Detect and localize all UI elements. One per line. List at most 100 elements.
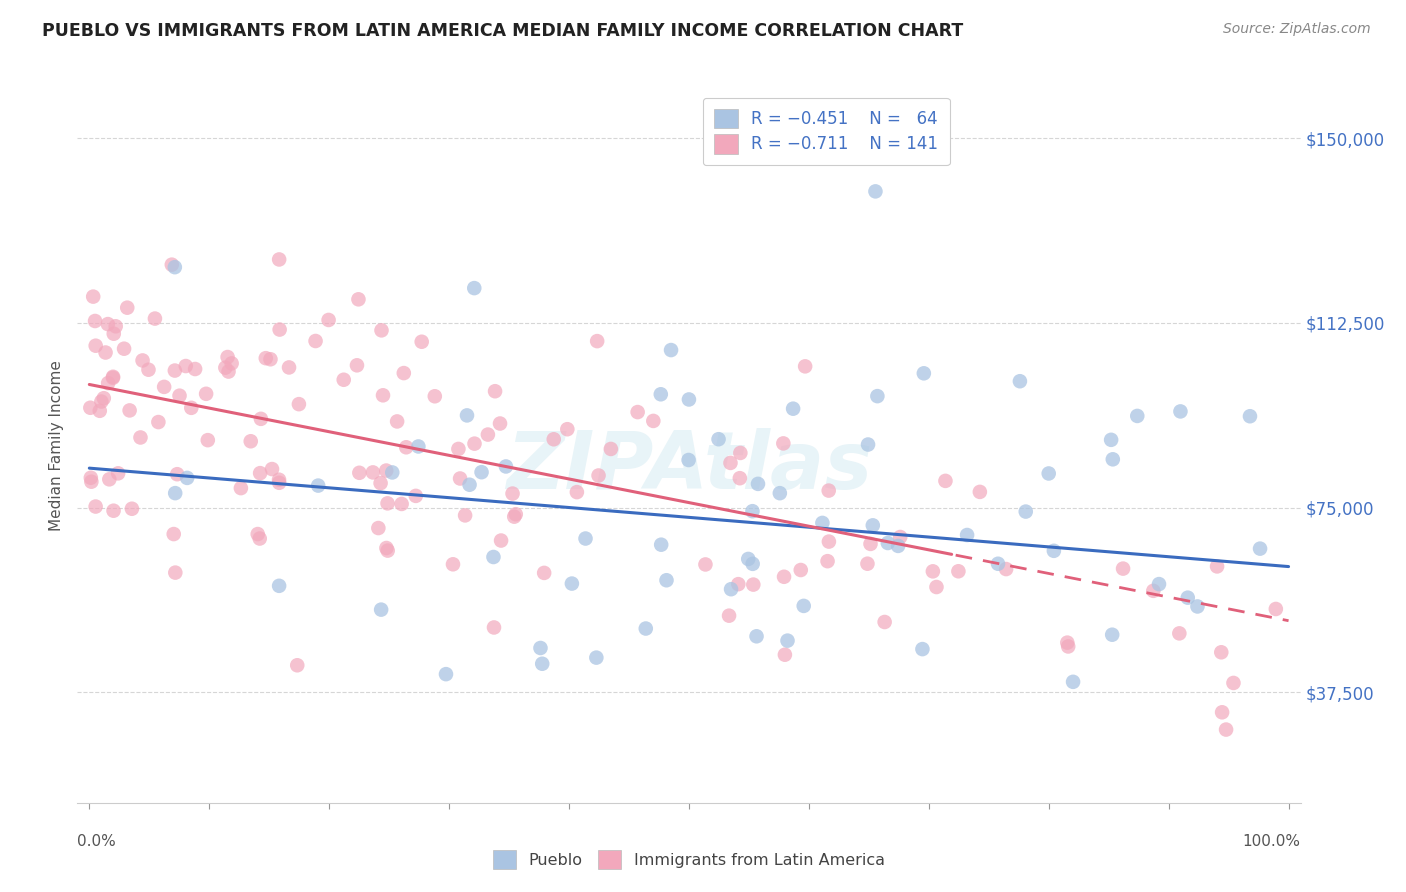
Point [817, 554, 839, 568]
Point [346, 359, 368, 373]
Point [531, 657, 554, 671]
Point [627, 405, 650, 419]
Point [859, 537, 882, 551]
Point [434, 667, 457, 681]
Point [278, 360, 301, 375]
Point [163, 527, 186, 541]
Point [377, 543, 399, 558]
Point [565, 485, 588, 500]
Point [557, 422, 579, 436]
Point [259, 352, 281, 367]
Point [391, 497, 413, 511]
Point [728, 471, 751, 485]
Point [1215, 723, 1237, 737]
Point [1170, 404, 1192, 418]
Point [458, 477, 481, 491]
Point [165, 486, 187, 500]
Point [987, 557, 1010, 571]
Point [269, 475, 291, 490]
Point [361, 466, 384, 480]
Point [454, 508, 477, 523]
Point [650, 538, 672, 552]
Point [370, 476, 392, 491]
Point [370, 602, 392, 616]
Point [1043, 544, 1066, 558]
Point [93, 391, 115, 405]
Point [533, 566, 555, 580]
Point [643, 414, 665, 428]
Point [98, 472, 121, 486]
Point [856, 557, 879, 571]
Point [921, 565, 943, 579]
Point [180, 401, 202, 415]
Point [505, 507, 527, 521]
Point [332, 373, 354, 387]
Point [482, 549, 505, 564]
Point [165, 566, 187, 580]
Point [741, 557, 763, 571]
Point [349, 466, 371, 480]
Point [574, 532, 596, 546]
Point [347, 293, 370, 307]
Point [214, 360, 236, 375]
Point [502, 486, 524, 500]
Point [447, 442, 470, 456]
Point [370, 323, 392, 337]
Point [1142, 583, 1164, 598]
Point [727, 577, 749, 591]
Point [260, 462, 283, 476]
Point [1099, 433, 1122, 447]
Point [1112, 561, 1135, 575]
Point [250, 412, 273, 426]
Point [866, 389, 889, 403]
Point [912, 367, 935, 381]
Point [221, 356, 243, 370]
Point [143, 311, 166, 326]
Point [97, 376, 120, 390]
Point [184, 362, 207, 376]
Point [790, 563, 813, 577]
Point [103, 504, 125, 518]
Point [375, 541, 398, 555]
Point [876, 536, 898, 550]
Text: 100.0%: 100.0% [1243, 834, 1301, 849]
Point [121, 501, 143, 516]
Point [163, 260, 186, 275]
Point [782, 401, 804, 416]
Legend: Pueblo, Immigrants from Latin America: Pueblo, Immigrants from Latin America [485, 842, 893, 877]
Point [307, 478, 329, 492]
Point [371, 388, 394, 402]
Point [138, 362, 160, 376]
Point [969, 484, 991, 499]
Point [148, 415, 170, 429]
Point [107, 467, 129, 481]
Point [385, 414, 408, 428]
Point [1101, 628, 1123, 642]
Point [599, 442, 621, 456]
Text: 0.0%: 0.0% [77, 834, 117, 849]
Point [934, 474, 956, 488]
Point [456, 409, 478, 423]
Point [254, 351, 277, 366]
Point [737, 552, 759, 566]
Point [793, 599, 815, 613]
Point [160, 258, 183, 272]
Point [103, 326, 125, 341]
Point [655, 574, 678, 588]
Point [367, 521, 389, 535]
Point [995, 562, 1018, 576]
Point [1126, 409, 1149, 423]
Point [911, 642, 934, 657]
Point [463, 281, 485, 295]
Point [94, 345, 117, 359]
Point [1211, 706, 1233, 720]
Point [495, 459, 517, 474]
Point [82, 290, 104, 304]
Point [104, 319, 127, 334]
Point [269, 322, 291, 336]
Point [817, 483, 839, 498]
Point [1168, 626, 1191, 640]
Point [249, 532, 271, 546]
Point [267, 473, 290, 487]
Point [543, 432, 565, 446]
